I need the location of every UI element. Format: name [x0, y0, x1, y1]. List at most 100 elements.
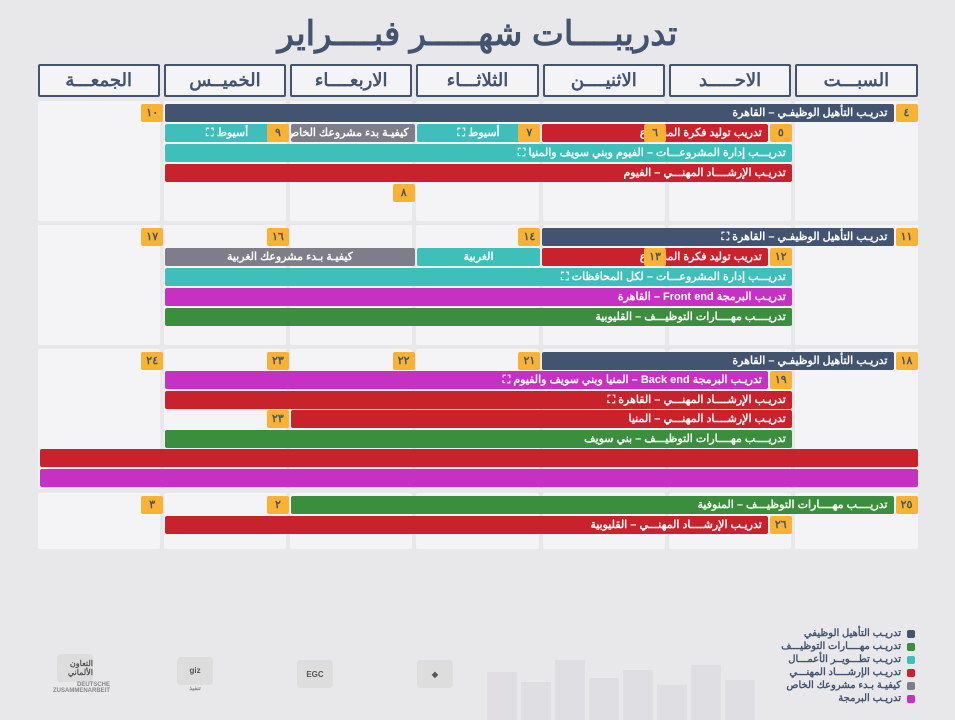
date-box: ١٣	[644, 248, 666, 266]
legend-label: كيفيـة بـدء مشروعك الخاص	[786, 680, 901, 691]
day-header: الاثنيــــن	[543, 64, 665, 97]
date-box: ٢٤	[141, 352, 163, 370]
bar-row: ١٨ ٢١ ٢٢ ٢٣ ٢٤ تدريـب التأهيل الوظيفـي – القا…	[38, 352, 918, 369]
bar-row: تدريـــب إدارة المشروعـــات – لكل المحاف…	[38, 268, 918, 286]
date-box: ١٠	[141, 104, 163, 122]
date-box: ٧	[518, 124, 540, 142]
legend-item: تدريـب الإرشــــاد المهنـــي	[781, 667, 915, 678]
date-box: ١٦	[267, 228, 289, 246]
legend-item: تدريـب مهــــارات التوظيـــف	[781, 641, 915, 652]
training-bar: تدريـب البرمجة Front end – القاهرة	[165, 288, 792, 306]
weeks-container: ٤١٠تدريـب التأهيل الوظيفـي – القاهرة٥تدر…	[38, 101, 918, 549]
bar-row: ١٩تدريـب البرمجة Back end – المنيا وبني …	[38, 371, 918, 388]
training-bar: تدريـــب إدارة المشروعـــات – لكل المحاف…	[165, 268, 792, 286]
calendar: السبـــتالاحـــــدالاثنيــــنالثلاثـــاء…	[38, 64, 918, 549]
legend-label: تدريـب الإرشــــاد المهنـــي	[789, 667, 901, 678]
day-header: الاحـــــد	[669, 64, 791, 97]
date-box: ١١	[896, 228, 918, 246]
date-box: ١٧	[141, 228, 163, 246]
training-bar	[40, 469, 918, 487]
training-bar: تدريـب الإرشــــاد المهنـــي – القليوبية	[165, 516, 768, 534]
training-bar: تدريـب الإرشــــاد المهنـــي – المنيا	[291, 410, 792, 428]
bar-row: تدريـب البرمجة Front end – القاهرة	[38, 288, 918, 306]
legend-swatch	[907, 669, 915, 677]
date-box: ٨	[393, 184, 415, 202]
legend-swatch	[907, 682, 915, 690]
date-box: ١٤	[518, 228, 540, 246]
bar-row: تدريـب الإرشــــاد المهنـــي – القاهرة ⛶	[38, 391, 918, 408]
bar-row: تدريــــب مهــــارات التوظيـــف – القليو…	[38, 308, 918, 326]
day-header: الجمعـــة	[38, 64, 160, 97]
legend-label: تدريـب مهــــارات التوظيـــف	[781, 641, 901, 652]
date-box: ٣	[141, 496, 163, 514]
date-box: ٦	[644, 124, 666, 142]
date-box: ٩	[267, 124, 289, 142]
date-box: ١٩	[770, 371, 792, 389]
legend-item: تدريـب البرمجة	[781, 693, 915, 704]
date-box: ٢	[267, 496, 289, 514]
day-header: السبـــت	[795, 64, 917, 97]
training-bar: تدريـــب إدارة المشروعـــات – الفيوم وبن…	[165, 144, 792, 162]
day-header: الخميــس	[164, 64, 286, 97]
training-bar: تدريــــب مهــــارات التوظيـــف – القليو…	[165, 308, 792, 326]
legend-swatch	[907, 630, 915, 638]
date-box: ٢٣	[267, 352, 289, 370]
date-box: ١٢	[770, 248, 792, 266]
legend-label: تدريـب البرمجة	[838, 693, 901, 704]
training-bar: تدريــــب مهــــارات التوظيـــف – بني سو…	[165, 430, 792, 448]
day-headers: السبـــتالاحـــــدالاثنيــــنالثلاثـــاء…	[38, 64, 918, 97]
date-box: ٢١	[518, 352, 540, 370]
date-box: ١٨	[896, 352, 918, 370]
training-bar: تدريــــب مهــــارات التوظيـــف – المنوف…	[291, 496, 894, 514]
week: ٢٥ ٢ ٣ تدريــــب مهــــارات التوظيـــف – ال…	[38, 493, 918, 549]
bar-row: ٢٦تدريـب الإرشــــاد المهنـــي – القليوب…	[38, 516, 918, 534]
training-bar: تدريـب الإرشــــاد المهنـــي – الفيوم	[165, 164, 792, 182]
bar-row: ٨	[38, 184, 918, 202]
partner-logo: gizتنفيذ	[160, 650, 230, 698]
date-box: ٢٦	[770, 516, 792, 534]
legend-item: كيفيـة بـدء مشروعك الخاص	[781, 680, 915, 691]
legend-label: تدريـب تطـــويــر الأعمـــال	[788, 654, 901, 665]
date-box: ٢٢	[393, 352, 415, 370]
bar-row: ١٢تدريب توليد فكرة المشروعالغربيةكيفيـة …	[38, 248, 918, 266]
date-box: ٢٥	[896, 496, 918, 514]
bar-row: ٥تدريب توليد فكرة المشروعأسيوط ⛶كيفيـة ب…	[38, 124, 918, 142]
bar-row: تدريـــب إدارة المشروعـــات – الفيوم وبن…	[38, 144, 918, 162]
bar-row: ١١ ١٤ ١٦ ١٧ تدريـب التأهيل الوظيفـي – القاهر…	[38, 228, 918, 246]
date-box: ٢٣	[267, 410, 289, 428]
week: ٤١٠تدريـب التأهيل الوظيفـي – القاهرة٥تدر…	[38, 101, 918, 221]
bar-row	[38, 469, 918, 486]
bar-row: تدريــــب مهــــارات التوظيـــف – بني سو…	[38, 430, 918, 447]
legend-swatch	[907, 643, 915, 651]
training-bar: تدريـب التأهيل الوظيفـي – القاهرة	[542, 352, 893, 370]
page-title: تدريبــــات شهـــــر فبــــراير	[0, 0, 955, 64]
training-bar: تدريـب التأهيل الوظيفـي – القاهرة	[165, 104, 893, 122]
bar-row	[38, 449, 918, 466]
partner-logo: ◆	[400, 650, 470, 698]
training-bar: كيفيـة بـدء مشروعك الغربية	[165, 248, 414, 266]
legend-item: تدريـب تطـــويــر الأعمـــال	[781, 654, 915, 665]
legend: تدريـب التأهيل الوظيفي تدريـب مهــــارات …	[781, 628, 915, 704]
week: ١٨ ٢١ ٢٢ ٢٣ ٢٤ تدريـب التأهيل الوظيفـي – القا…	[38, 349, 918, 489]
week: ١١ ١٤ ١٦ ١٧ تدريـب التأهيل الوظيفـي – القاهر…	[38, 225, 918, 345]
training-bar: كيفيـة بدء مشروعك الخاص	[291, 124, 415, 142]
bar-row: تدريـب الإرشــــاد المهنـــي – الفيوم	[38, 164, 918, 182]
legend-item: تدريـب التأهيل الوظيفي	[781, 628, 915, 639]
logos: ◆ EGC gizتنفيذ التعاون الألمانيDEUTSCHE ZUS…	[40, 650, 470, 698]
date-box: ٤	[896, 104, 918, 122]
day-header: الثلاثـــاء	[416, 64, 538, 97]
training-bar: تدريـب التأهيل الوظيفـي – القاهرة ⛶	[542, 228, 893, 246]
training-bar: الغربية	[417, 248, 541, 266]
training-bar	[40, 449, 918, 467]
legend-swatch	[907, 656, 915, 664]
bar-row: ٢٥ ٢ ٣ تدريــــب مهــــارات التوظيـــف – ال…	[38, 496, 918, 514]
day-header: الاربعــــاء	[290, 64, 412, 97]
training-bar: تدريـب الإرشــــاد المهنـــي – القاهرة ⛶	[165, 391, 792, 409]
bar-row: ٤ ١٠تدريـب التأهيل الوظيفـي – القاهرة	[38, 104, 918, 122]
training-bar: تدريـب البرمجة Back end – المنيا وبني سو…	[165, 371, 768, 389]
bar-row: ٢٣تدريـب الإرشــــاد المهنـــي – المنيا	[38, 410, 918, 427]
partner-logo: التعاون الألمانيDEUTSCHE ZUSAMMENARBEIT	[40, 650, 110, 698]
date-box: ٥	[770, 124, 792, 142]
partner-logo: EGC	[280, 650, 350, 698]
legend-swatch	[907, 695, 915, 703]
